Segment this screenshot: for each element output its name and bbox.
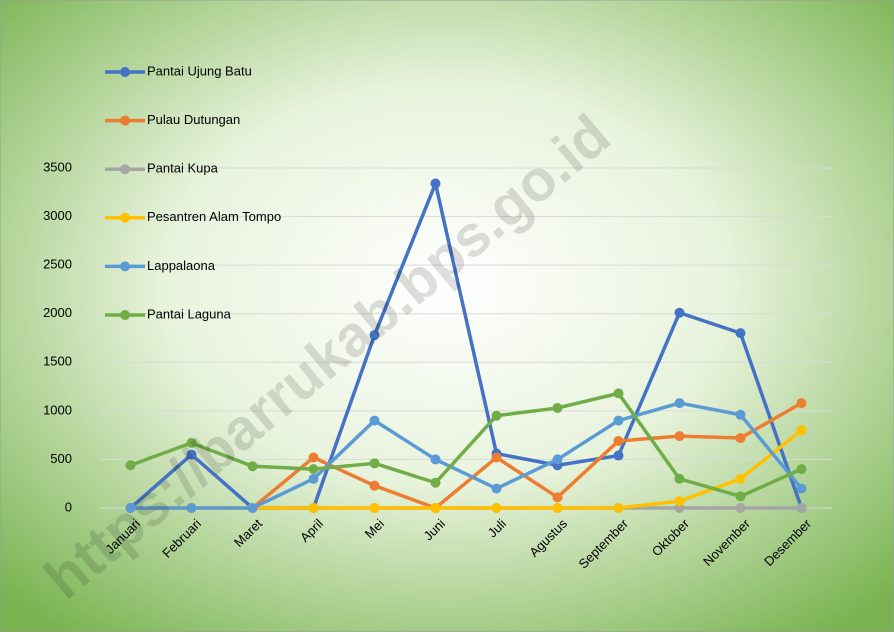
data-point: [674, 496, 685, 507]
series-line: [129, 391, 803, 499]
data-point: [430, 454, 441, 465]
data-point: [186, 437, 197, 448]
data-point: [491, 452, 502, 463]
data-point: [613, 415, 624, 426]
data-point: [735, 409, 746, 420]
data-point: [369, 503, 380, 513]
legend-label: Lappalaona: [147, 258, 216, 273]
data-point: [308, 473, 319, 484]
legend-label: Pantai Kupa: [147, 161, 219, 176]
data-point: [674, 431, 685, 442]
data-point: [308, 503, 319, 513]
data-point: [735, 503, 746, 513]
y-tick-label: 0: [65, 499, 72, 514]
legend-marker: [120, 310, 130, 320]
data-point: [796, 503, 807, 513]
data-point: [552, 454, 563, 465]
y-tick-label: 3000: [43, 208, 72, 223]
data-point: [735, 433, 746, 444]
data-point: [674, 398, 685, 409]
y-tick-label: 2000: [43, 305, 72, 320]
y-tick-label: 500: [50, 451, 72, 466]
data-point: [796, 425, 807, 436]
data-point: [613, 503, 624, 513]
data-point: [613, 435, 624, 446]
data-point: [247, 503, 258, 513]
data-point: [613, 388, 624, 399]
data-point: [308, 452, 319, 463]
data-point: [125, 503, 136, 513]
y-tick-label: 1500: [43, 354, 72, 369]
data-point: [796, 483, 807, 494]
data-point: [369, 458, 380, 469]
legend-label: Pesantren Alam Tompo: [147, 209, 281, 224]
data-point: [491, 503, 502, 513]
legend-label: Pantai Laguna: [147, 306, 232, 321]
data-point: [186, 503, 197, 513]
legend-marker: [120, 164, 130, 175]
series-line: [130, 401, 803, 510]
data-point: [735, 328, 746, 339]
data-point: [247, 461, 258, 472]
legend-marker: [120, 67, 130, 77]
data-point: [430, 477, 441, 488]
data-point: [125, 460, 136, 471]
data-point: [430, 503, 441, 513]
data-point: [552, 402, 563, 413]
data-point: [674, 307, 685, 318]
data-point: [308, 464, 319, 475]
data-point: [430, 178, 441, 189]
data-point: [369, 480, 380, 491]
data-point: [491, 483, 502, 494]
data-point: [369, 330, 380, 341]
data-point: [735, 491, 746, 502]
y-tick-label: 1000: [43, 402, 72, 417]
series-line: [129, 181, 804, 510]
legend-label: Pantai Ujung Batu: [147, 63, 252, 78]
data-point: [491, 410, 502, 421]
data-point: [186, 449, 197, 460]
legend-marker: [120, 212, 130, 223]
y-tick-label: 3500: [43, 159, 72, 174]
data-point: [552, 503, 563, 513]
data-point: [369, 415, 380, 426]
data-point: [796, 464, 807, 475]
plot: [125, 178, 807, 513]
data-point: [613, 450, 624, 461]
legend-label: Pulau Dutungan: [147, 112, 240, 127]
data-point: [735, 473, 746, 484]
data-point: [552, 492, 563, 503]
data-point: [796, 398, 807, 409]
legend-marker: [120, 261, 130, 272]
y-tick-label: 2500: [43, 257, 72, 272]
legend-marker: [120, 115, 130, 126]
data-point: [674, 473, 685, 484]
